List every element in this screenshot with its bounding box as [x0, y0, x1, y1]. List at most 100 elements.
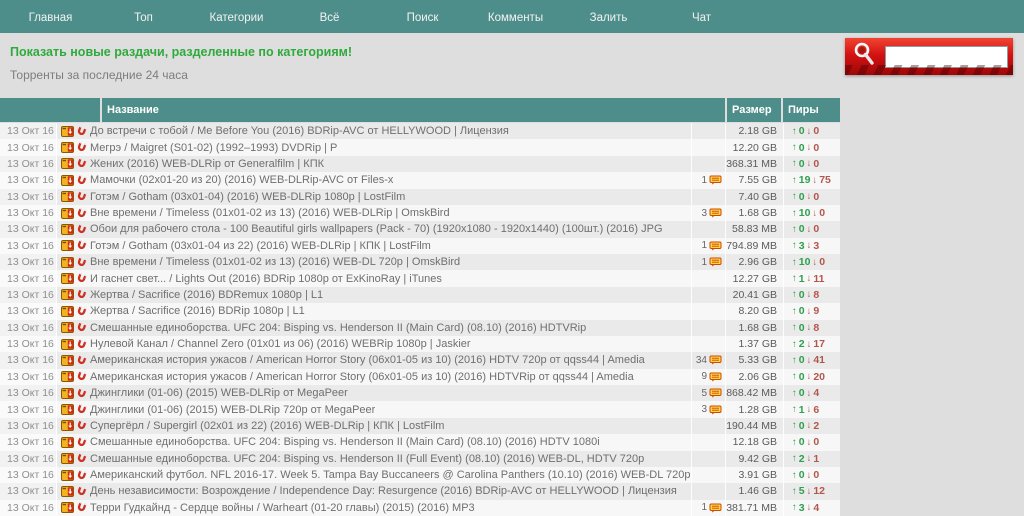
download-torrent-icon[interactable] [61, 322, 74, 334]
torrent-title-link[interactable]: Обои для рабочего стола - 100 Beautiful … [90, 223, 663, 236]
search-icon[interactable] [852, 41, 879, 73]
torrent-title-link[interactable]: Американский футбол. NFL 2016-17. Week 5… [90, 469, 691, 482]
comments-cell[interactable] [691, 155, 725, 173]
torrent-title-link[interactable]: Готэм / Gotham (03x01-04) (2016) WEB-DLR… [90, 190, 406, 203]
download-torrent-icon[interactable] [61, 125, 74, 137]
comments-cell[interactable]: 9 [691, 368, 725, 385]
magnet-icon[interactable] [76, 223, 87, 235]
nav-link[interactable]: Поиск [406, 11, 439, 24]
magnet-icon[interactable] [76, 305, 87, 317]
comments-cell[interactable] [691, 270, 725, 287]
magnet-icon[interactable] [76, 485, 87, 497]
magnet-icon[interactable] [76, 158, 87, 169]
comments-cell[interactable]: 1 [691, 499, 725, 516]
comments-cell[interactable] [691, 434, 725, 451]
magnet-icon[interactable] [76, 240, 87, 251]
download-torrent-icon[interactable] [61, 207, 74, 219]
magnet-icon[interactable] [76, 404, 87, 415]
magnet-icon[interactable] [76, 125, 87, 137]
comments-cell[interactable]: 1 [691, 254, 725, 271]
nav-link[interactable]: Главная [28, 11, 73, 24]
comments-cell[interactable]: 1 [691, 237, 725, 254]
comments-cell[interactable] [691, 123, 725, 140]
download-torrent-icon[interactable] [61, 338, 74, 350]
torrent-title-link[interactable]: День независимости: Возрождение / Indepe… [90, 485, 677, 498]
magnet-icon[interactable] [76, 207, 87, 219]
nav-link[interactable]: Комменты [487, 11, 544, 24]
comments-cell[interactable] [691, 483, 725, 500]
torrent-title-link[interactable]: Смешанные единоборства. UFC 204: Bisping… [90, 321, 587, 334]
download-torrent-icon[interactable] [61, 305, 74, 317]
comments-cell[interactable] [691, 139, 725, 156]
magnet-icon[interactable] [76, 256, 87, 268]
download-torrent-icon[interactable] [61, 371, 74, 383]
torrent-title-link[interactable]: Американская история ужасов / American H… [90, 370, 634, 383]
comments-cell[interactable]: 3 [691, 401, 725, 418]
magnet-icon[interactable] [76, 371, 87, 382]
download-torrent-icon[interactable] [61, 453, 74, 465]
download-torrent-icon[interactable] [61, 354, 74, 366]
download-torrent-icon[interactable] [61, 223, 74, 235]
download-torrent-icon[interactable] [61, 420, 74, 432]
comments-cell[interactable] [691, 221, 725, 238]
comments-cell[interactable]: 34 [691, 352, 725, 369]
comments-cell[interactable] [691, 188, 725, 205]
download-torrent-icon[interactable] [61, 240, 74, 252]
torrent-title-link[interactable]: Джинглики (01-06) (2015) WEB-DLRip от Me… [90, 387, 348, 400]
torrent-title-link[interactable]: Вне времени / Timeless (01x01-02 из 13) … [90, 207, 450, 220]
magnet-icon[interactable] [76, 142, 87, 153]
download-torrent-icon[interactable] [61, 273, 74, 285]
torrent-title-link[interactable]: Мамочки (02x01-20 из 20) (2016) WEB-DLRi… [90, 174, 394, 187]
download-torrent-icon[interactable] [61, 469, 74, 481]
torrent-title-link[interactable]: Смешанные единоборства. UFC 204: Bisping… [90, 436, 600, 449]
magnet-icon[interactable] [76, 453, 87, 464]
nav-link[interactable]: Залить [589, 11, 628, 24]
magnet-icon[interactable] [76, 322, 87, 333]
download-torrent-icon[interactable] [61, 404, 74, 416]
torrent-title-link[interactable]: Мегрэ / Maigret (S01-02) (1992–1993) DVD… [90, 141, 338, 154]
nav-link[interactable]: Чат [691, 11, 712, 24]
magnet-icon[interactable] [76, 502, 87, 513]
comments-cell[interactable]: 3 [691, 204, 725, 222]
search-input[interactable] [885, 45, 1008, 68]
magnet-icon[interactable] [76, 436, 87, 448]
magnet-icon[interactable] [76, 387, 87, 399]
torrent-title-link[interactable]: До встречи с тобой / Me Before You (2016… [90, 125, 509, 138]
nav-link[interactable]: Топ [134, 11, 153, 24]
comments-cell[interactable] [691, 286, 725, 304]
magnet-icon[interactable] [76, 469, 87, 481]
magnet-icon[interactable] [76, 420, 87, 431]
nav-link[interactable]: Категории [209, 11, 264, 24]
download-torrent-icon[interactable] [61, 256, 74, 268]
torrent-title-link[interactable]: Смешанные единоборства. UFC 204: Bisping… [90, 452, 645, 465]
torrent-title-link[interactable]: Американская история ужасов / American H… [90, 354, 645, 367]
nav-link[interactable]: Всё [319, 11, 340, 24]
magnet-icon[interactable] [76, 354, 87, 366]
torrent-title-link[interactable]: Жених (2016) WEB-DLRip от Generalfilm | … [90, 157, 325, 170]
torrent-title-link[interactable]: Жертва / Sacrifice (2016) BDRip 1080p | … [90, 305, 305, 318]
download-torrent-icon[interactable] [61, 485, 74, 497]
download-torrent-icon[interactable] [61, 502, 74, 514]
torrent-title-link[interactable]: Нулевой Канал / Channel Zero (01x01 из 0… [90, 338, 471, 351]
magnet-icon[interactable] [76, 338, 87, 350]
torrent-title-link[interactable]: Вне времени / Timeless (01x01-02 из 13) … [90, 256, 461, 269]
torrent-title-link[interactable]: И гаснет свет... / Lights Out (2016) BDR… [90, 272, 442, 285]
comments-cell[interactable] [691, 466, 725, 484]
download-torrent-icon[interactable] [61, 289, 74, 301]
comments-cell[interactable] [691, 303, 725, 320]
comments-cell[interactable] [691, 335, 725, 353]
show-new-categories-link[interactable]: Показать новые раздачи, разделенные по к… [10, 45, 353, 59]
torrent-title-link[interactable]: Супергёрл / Supergirl (02x01 из 22) (201… [90, 419, 445, 432]
torrent-title-link[interactable]: Готэм / Gotham (03x01-04 из 22) (2016) W… [90, 239, 431, 252]
download-torrent-icon[interactable] [61, 174, 74, 186]
torrent-title-link[interactable]: Жертва / Sacrifice (2016) BDRemux 1080p … [90, 288, 324, 301]
comments-cell[interactable]: 5 [691, 385, 725, 402]
torrent-title-link[interactable]: Джинглики (01-06) (2015) WEB-DLRip 720p … [90, 403, 376, 416]
torrent-title-link[interactable]: Терри Гудкайнд - Сердце войны / Warheart… [90, 501, 475, 514]
magnet-icon[interactable] [76, 273, 87, 284]
download-torrent-icon[interactable] [61, 436, 74, 448]
magnet-icon[interactable] [76, 289, 87, 300]
comments-cell[interactable]: 1 [691, 172, 725, 189]
comments-cell[interactable] [691, 319, 725, 336]
download-torrent-icon[interactable] [61, 158, 74, 170]
